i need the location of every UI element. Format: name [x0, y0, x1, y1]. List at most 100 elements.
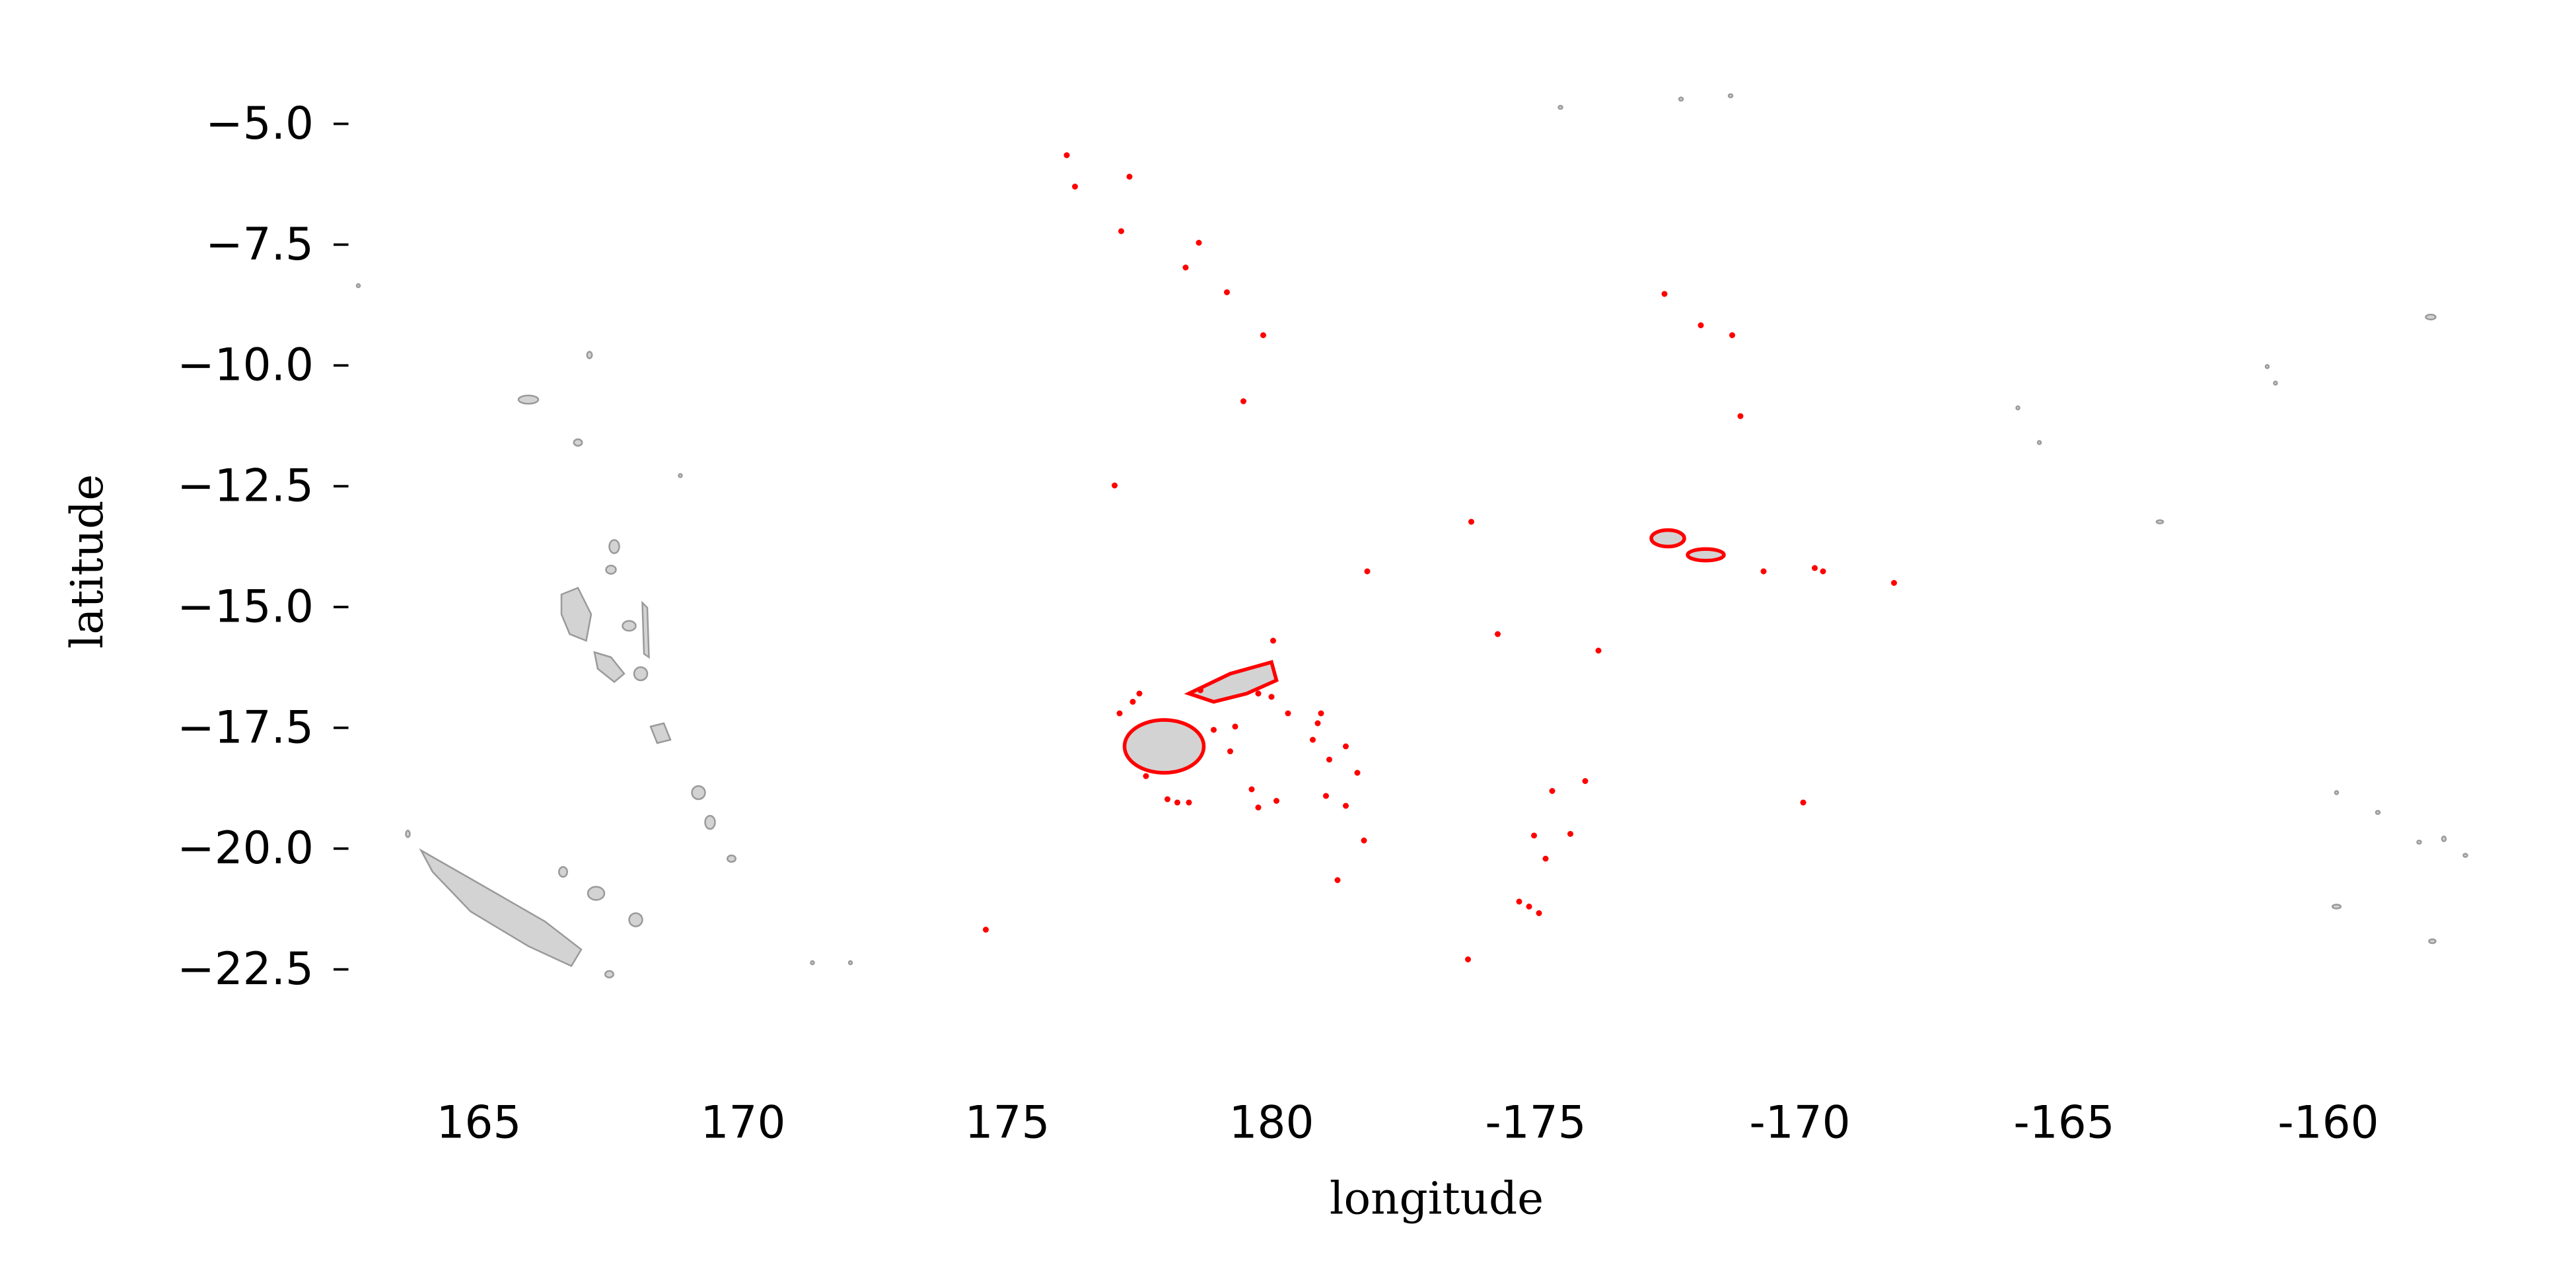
island	[628, 912, 643, 927]
island	[2375, 810, 2381, 815]
island	[608, 539, 620, 554]
island	[604, 970, 614, 979]
island	[1661, 291, 1668, 297]
island	[1227, 748, 1233, 754]
island	[355, 283, 361, 289]
island	[1273, 798, 1279, 804]
x-tick-label: 170	[701, 1096, 786, 1149]
island	[1318, 710, 1324, 717]
island	[1310, 736, 1316, 743]
island	[587, 886, 606, 901]
island	[1343, 803, 1349, 809]
land-highlighted	[983, 152, 1897, 962]
island	[810, 960, 815, 966]
island	[1361, 838, 1367, 843]
island	[983, 927, 989, 933]
island	[1364, 568, 1371, 575]
island	[2334, 790, 2340, 795]
y-tick-label: −15.0	[177, 580, 314, 632]
island	[641, 600, 650, 659]
x-tick-label: -175	[1485, 1096, 1586, 1149]
island	[1182, 264, 1189, 271]
island	[586, 351, 593, 359]
island	[1143, 773, 1149, 779]
island	[1334, 877, 1341, 883]
island	[1542, 855, 1549, 862]
island	[1174, 799, 1180, 806]
island	[1232, 723, 1238, 730]
island	[1891, 580, 1897, 587]
island	[1196, 240, 1202, 246]
island	[1260, 332, 1266, 338]
island	[678, 473, 683, 478]
island	[1323, 793, 1329, 799]
y-tick-label: −17.5	[177, 701, 314, 753]
x-tick-label: 165	[437, 1096, 522, 1149]
island	[1122, 718, 1206, 775]
island	[1727, 93, 1734, 98]
island	[2155, 519, 2165, 524]
island	[2332, 904, 2342, 910]
y-tick-label: −5.0	[205, 97, 314, 149]
island	[1248, 786, 1255, 793]
island	[2264, 364, 2270, 369]
island	[1698, 322, 1704, 328]
island	[573, 438, 583, 447]
island	[1549, 788, 1556, 794]
island	[517, 394, 540, 405]
island	[2015, 405, 2021, 411]
island	[1737, 413, 1744, 419]
island	[1465, 956, 1471, 962]
island	[419, 848, 583, 968]
island	[1526, 904, 1532, 910]
island	[1567, 831, 1573, 837]
island	[605, 565, 617, 575]
island	[1557, 104, 1563, 110]
island	[1268, 694, 1275, 700]
island	[1198, 687, 1203, 694]
island	[1343, 743, 1349, 750]
island	[558, 866, 568, 878]
island	[1118, 228, 1124, 234]
island	[1760, 568, 1767, 575]
y-tick-label: −12.5	[177, 460, 314, 512]
island	[2416, 840, 2422, 845]
island	[704, 814, 716, 830]
island	[1582, 778, 1589, 784]
island	[405, 830, 411, 838]
land-gray	[355, 93, 2468, 979]
y-tick-label: −20.0	[177, 822, 314, 874]
island	[633, 666, 649, 682]
island	[1126, 174, 1133, 180]
island	[2462, 853, 2468, 858]
island	[1314, 720, 1321, 727]
island	[560, 587, 592, 642]
x-tick-label: -170	[1749, 1096, 1850, 1149]
island	[649, 722, 672, 744]
island	[1112, 482, 1118, 489]
island	[1240, 398, 1246, 404]
y-axis-label: latitude	[61, 474, 113, 649]
island	[622, 620, 637, 632]
island	[1729, 332, 1735, 338]
x-tick-label: -165	[2013, 1096, 2114, 1149]
island	[1531, 832, 1537, 839]
island	[1468, 519, 1474, 525]
island	[1536, 910, 1542, 916]
island	[593, 651, 626, 684]
x-axis-label: longitude	[1330, 1172, 1544, 1225]
island	[1812, 565, 1818, 571]
island	[1255, 690, 1262, 697]
y-tick-label: −10.0	[177, 339, 314, 391]
island	[2441, 836, 2447, 842]
island	[1224, 289, 1230, 295]
island	[1495, 631, 1501, 637]
island	[1211, 727, 1217, 733]
island	[1678, 96, 1684, 102]
island	[1063, 152, 1070, 159]
island	[1595, 647, 1602, 654]
island	[1136, 690, 1143, 697]
island	[691, 785, 706, 801]
island	[1649, 528, 1686, 549]
